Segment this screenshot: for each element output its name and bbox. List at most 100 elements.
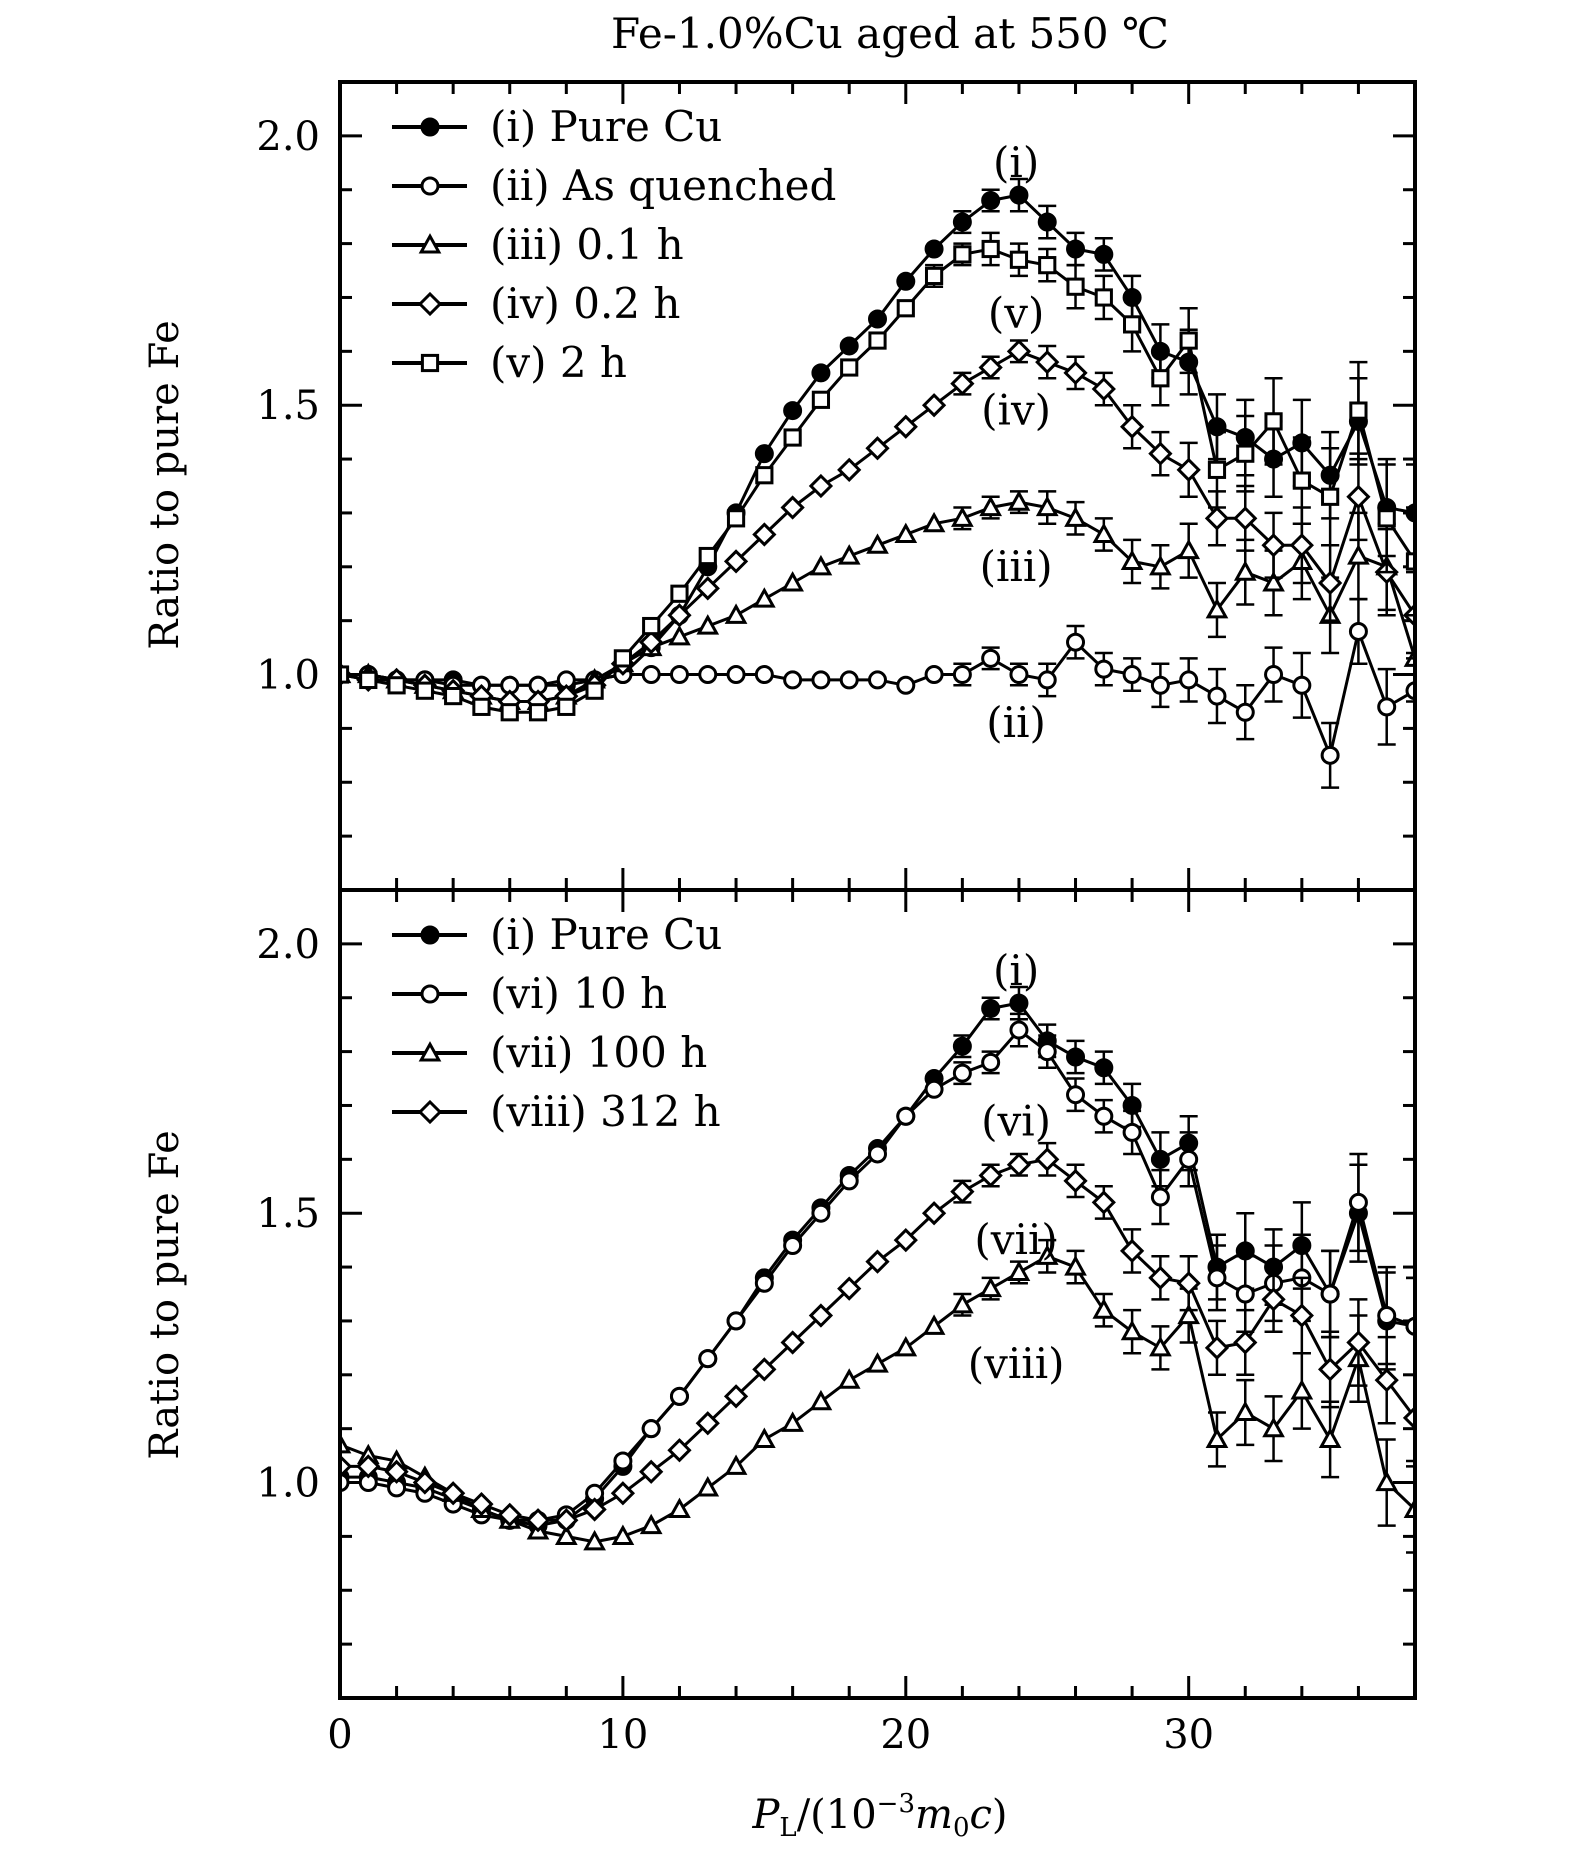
data-point: [1374, 1368, 1399, 1393]
data-point: [1006, 339, 1032, 364]
plot-frame: [338, 888, 1417, 1700]
data-point: [1094, 244, 1114, 264]
data-point: [724, 603, 748, 624]
data-point: [811, 390, 831, 409]
data-point: [340, 1432, 352, 1454]
data-point: [921, 393, 947, 418]
data-point: [924, 665, 944, 685]
data-point: [1119, 414, 1145, 439]
data-point: [952, 665, 972, 685]
data-point: [896, 675, 916, 695]
data-point: [1318, 1427, 1342, 1448]
data-point: [839, 1171, 859, 1191]
data-point: [1179, 1149, 1199, 1169]
series-5: [340, 231, 1415, 722]
data-point: [1066, 239, 1086, 259]
data-point: [1320, 745, 1340, 765]
x-tick-label: 30: [1163, 1712, 1214, 1758]
data-point: [1148, 441, 1173, 466]
data-point: [1261, 533, 1286, 558]
y-tick-label: 2.0: [256, 114, 320, 160]
chart-title: Fe-1.0%Cu aged at 550 ℃: [611, 9, 1169, 58]
data-point: [1150, 675, 1170, 695]
top-y-axis-label: Ratio to pure Fe: [142, 320, 188, 650]
curve-annotation: (vi): [981, 1097, 1051, 1146]
legend: (i) Pure Cu (ii) As quenched (iii) 0.1 h (i…: [392, 102, 836, 387]
data-point: [1261, 1287, 1286, 1312]
data-point: [1235, 702, 1255, 722]
data-point: [444, 686, 463, 706]
y-tick-label: 1.5: [256, 383, 320, 429]
data-point: [1066, 1085, 1086, 1105]
data-point: [554, 1508, 579, 1533]
data-point: [1035, 495, 1059, 517]
data-point: [1176, 1271, 1201, 1296]
data-point: [1348, 1192, 1368, 1212]
data-point: [981, 648, 1001, 668]
data-point: [1292, 471, 1311, 490]
data-point: [1009, 185, 1029, 205]
data-point: [1262, 1416, 1285, 1438]
data-point: [1233, 1330, 1258, 1355]
data-point: [752, 522, 777, 547]
x-tick-label: 0: [327, 1712, 352, 1758]
data-point: [1377, 697, 1397, 717]
data-point: [525, 1508, 551, 1533]
data-point: [952, 1063, 972, 1083]
series-4: [340, 1141, 1415, 1533]
data-point: [811, 363, 831, 383]
data-point: [1264, 412, 1283, 431]
data-point: [952, 1036, 972, 1056]
legend-label: (vi) 10 h: [490, 969, 667, 1018]
data-point: [1150, 1149, 1170, 1169]
legend-label: (i) Pure Cu: [490, 910, 722, 959]
data-point: [809, 1389, 833, 1411]
data-point: [894, 522, 918, 544]
data-point: [783, 428, 802, 447]
data-point: [837, 1276, 862, 1301]
plot-area: [340, 985, 1415, 1554]
data-point: [1349, 401, 1368, 420]
data-point: [441, 1481, 466, 1506]
data-point: [1179, 331, 1198, 350]
data-point: [610, 1481, 636, 1506]
data-point: [557, 697, 576, 716]
legend-marker: [418, 1041, 442, 1062]
data-point: [1066, 1047, 1086, 1067]
data-point: [1176, 457, 1201, 482]
data-point: [839, 670, 859, 690]
data-point: [1037, 212, 1057, 232]
data-point: [1179, 670, 1199, 690]
bottom-y-axis-label: Ratio to pure Fe: [142, 1130, 188, 1460]
legend-label: (ii) As quenched: [490, 161, 836, 210]
data-point: [837, 457, 862, 482]
data-point: [866, 1352, 889, 1373]
data-point: [783, 1236, 803, 1256]
data-point: [726, 1311, 746, 1331]
data-point: [1205, 598, 1229, 619]
data-point: [696, 614, 720, 635]
data-point: [1009, 665, 1029, 685]
data-point: [1122, 1122, 1142, 1142]
legend-marker: [417, 1099, 443, 1125]
data-point: [1151, 369, 1170, 388]
data-point: [668, 624, 691, 646]
data-point: [1233, 560, 1257, 581]
data-point: [639, 1459, 664, 1484]
data-point: [1205, 1427, 1229, 1448]
data-point: [808, 473, 834, 499]
data-point: [695, 1411, 720, 1436]
data-point: [1318, 570, 1343, 596]
data-point: [754, 665, 774, 685]
data-point: [1403, 1497, 1415, 1519]
plot-area: [340, 177, 1415, 789]
data-point: [1262, 571, 1285, 592]
data-point: [1150, 1187, 1170, 1207]
data-point: [1037, 1042, 1057, 1062]
data-point: [1348, 621, 1368, 641]
data-point: [639, 1513, 663, 1535]
data-point: [981, 1052, 1001, 1072]
data-point: [837, 544, 861, 565]
data-point: [922, 511, 946, 533]
